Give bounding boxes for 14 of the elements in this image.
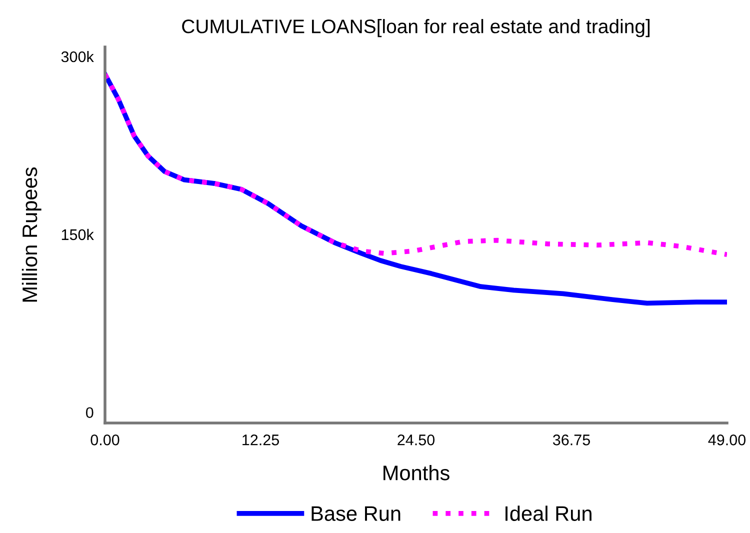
x-tick-label: 0.00 [90, 434, 120, 446]
x-tick-label: 24.50 [398, 434, 435, 446]
legend-label: Base Run [312, 506, 400, 521]
x-tick-label: 49.00 [708, 434, 746, 446]
y-tick-label: 300k [61, 50, 94, 62]
chart-title: CUMULATIVE LOANS[loan for real estate and trading] [182, 19, 650, 38]
x-tick-label: 36.75 [552, 434, 590, 446]
x-tick-label: 12.25 [242, 434, 279, 446]
y-tick-label: 0 [86, 407, 94, 418]
y-axis-title: Million Rupees [22, 167, 42, 302]
legend-label: Ideal Run [506, 506, 592, 521]
y-tick-label: 150k [62, 228, 94, 240]
x-axis-title: Months [384, 465, 450, 480]
line-series [105, 72, 727, 257]
